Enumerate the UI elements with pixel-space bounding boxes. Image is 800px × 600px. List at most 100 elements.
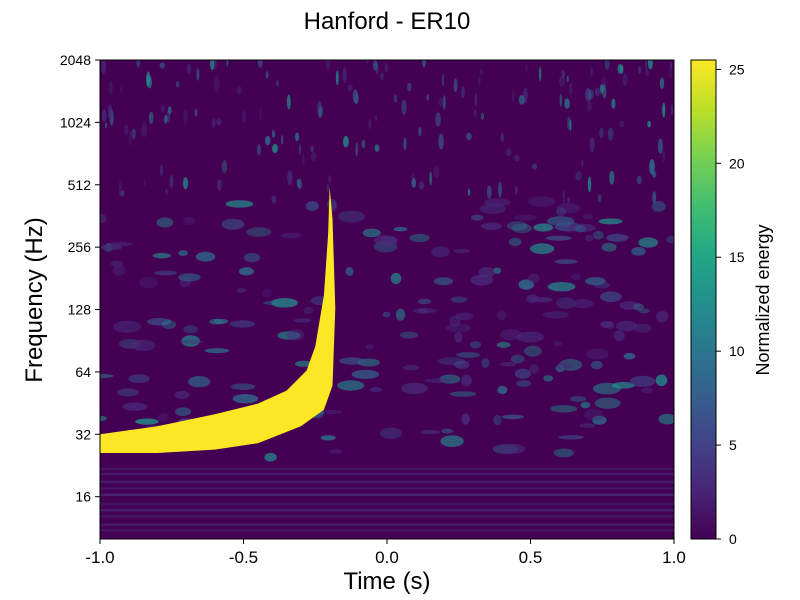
noise-blob <box>607 127 614 141</box>
noise-blob <box>655 310 669 323</box>
noise-blob <box>497 310 507 321</box>
noise-blob <box>374 235 397 246</box>
noise-blob <box>232 394 259 404</box>
noise-blob <box>547 282 576 292</box>
noise-blob <box>533 223 554 232</box>
noise-blob <box>511 87 515 103</box>
noise-blob <box>366 60 369 64</box>
noise-blob <box>295 132 299 142</box>
noise-blob <box>325 60 331 71</box>
noise-blob <box>195 251 216 262</box>
noise-blob <box>262 289 272 298</box>
noise-blob <box>441 74 445 87</box>
noise-blob <box>402 364 420 371</box>
noise-blob <box>454 360 470 369</box>
noise-blob <box>214 318 229 325</box>
noise-blob <box>196 68 200 81</box>
noise-blob <box>632 323 652 333</box>
noise-blob <box>175 81 180 88</box>
noise-blob <box>362 228 381 238</box>
x-tick-label: 1.0 <box>662 548 686 567</box>
y-tick-label: 64 <box>75 364 91 380</box>
noise-blob <box>276 80 279 87</box>
noise-blob <box>347 85 353 92</box>
noise-blob <box>506 221 528 231</box>
y-tick-label: 32 <box>75 426 91 442</box>
noise-blob <box>542 311 570 319</box>
noise-blob <box>221 160 228 174</box>
noise-blob <box>638 308 650 314</box>
noise-blob <box>441 428 454 434</box>
noise-blob <box>183 109 188 125</box>
noise-blob <box>317 100 322 117</box>
noise-blob <box>453 248 471 254</box>
noise-blob <box>584 409 604 421</box>
noise-blob <box>570 396 587 402</box>
noise-blob <box>666 235 674 244</box>
noise-blob <box>337 210 365 223</box>
x-axis: -1.0 -0.5 0.0 0.5 1.0 <box>85 539 686 567</box>
noise-blob <box>611 98 616 109</box>
noise-blob <box>586 100 592 112</box>
noise-blob <box>154 270 178 276</box>
noise-blob <box>623 352 636 360</box>
noise-blob <box>585 277 606 286</box>
noise-blob <box>469 341 482 349</box>
noise-blob <box>526 294 539 303</box>
noise-blob <box>600 291 622 303</box>
plot-area <box>99 59 675 540</box>
noise-band <box>100 493 674 496</box>
noise-blob <box>257 60 263 68</box>
noise-blob <box>649 159 655 175</box>
colorbar-tick-label: 20 <box>729 155 745 171</box>
noise-blob <box>158 412 169 423</box>
noise-blob <box>374 144 380 152</box>
noise-blob <box>318 410 343 414</box>
noise-blob <box>449 315 461 327</box>
noise-blob <box>473 109 477 117</box>
colorbar-tick-label: 5 <box>729 437 737 453</box>
y-axis-label: Frequency (Hz) <box>21 217 48 382</box>
noise-blob <box>241 110 247 123</box>
noise-blob <box>361 139 366 149</box>
noise-blob <box>165 188 168 195</box>
noise-blob <box>556 362 572 370</box>
noise-blob <box>178 250 188 256</box>
noise-blob <box>167 106 172 115</box>
noise-blob <box>456 352 480 358</box>
noise-blob <box>401 99 407 115</box>
noise-blob <box>530 243 555 255</box>
noise-blob <box>152 252 171 259</box>
noise-blob <box>238 267 254 276</box>
noise-blob <box>559 75 565 87</box>
noise-blob <box>148 111 154 124</box>
noise-blob <box>529 364 539 374</box>
noise-blob <box>305 201 319 211</box>
noise-band <box>100 502 674 506</box>
noise-blob <box>146 71 151 87</box>
noise-blob <box>594 397 621 409</box>
noise-blob <box>135 418 159 425</box>
noise-blob <box>602 84 607 99</box>
noise-blob <box>538 66 542 82</box>
noise-blob <box>438 133 444 150</box>
noise-blob <box>368 118 372 130</box>
noise-blob <box>450 296 467 303</box>
noise-blob <box>481 358 490 368</box>
noise-blob <box>271 195 277 204</box>
noise-blob <box>662 102 666 118</box>
noise-blob <box>286 329 305 341</box>
x-tick-label: -0.5 <box>229 548 258 567</box>
noise-blob <box>511 223 532 234</box>
noise-blob <box>194 108 198 117</box>
noise-blob <box>420 429 441 435</box>
noise-blob <box>117 388 139 397</box>
noise-blob <box>670 104 674 116</box>
noise-blob <box>236 86 242 95</box>
noise-blob <box>532 163 538 170</box>
noise-blob <box>418 126 422 137</box>
noise-blob <box>343 135 349 148</box>
noise-blob <box>562 189 565 204</box>
noise-blob <box>175 407 191 416</box>
noise-blob <box>181 335 200 347</box>
